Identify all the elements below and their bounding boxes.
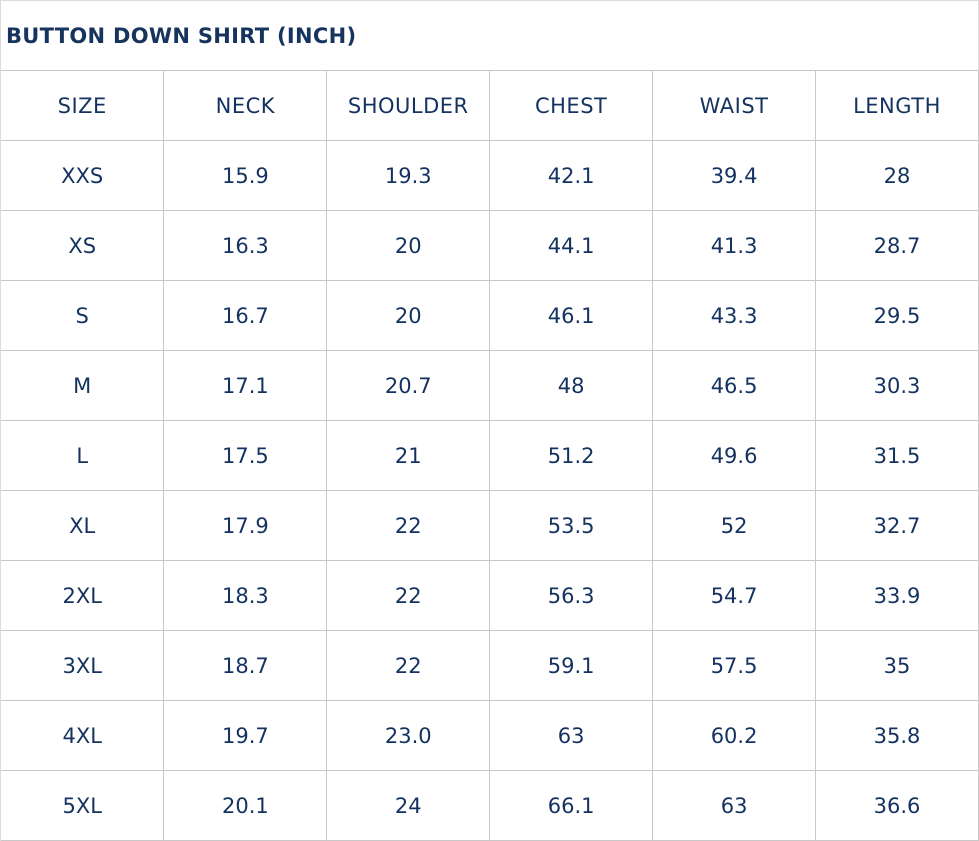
cell-waist: 60.2	[652, 700, 817, 771]
cell-neck: 18.3	[163, 560, 328, 631]
cell-waist: 41.3	[652, 210, 817, 281]
table-row: 5XL 20.1 24 66.1 63 36.6	[1, 770, 979, 841]
cell-size: L	[1, 420, 165, 491]
cell-shoulder: 19.3	[326, 140, 491, 211]
cell-shoulder: 21	[326, 420, 491, 491]
column-header-neck: NECK	[163, 71, 328, 141]
cell-chest: 48	[489, 350, 654, 421]
table-row: 2XL 18.3 22 56.3 54.7 33.9	[1, 560, 979, 631]
cell-length: 28	[815, 140, 979, 211]
cell-size: XXS	[1, 140, 165, 211]
cell-chest: 66.1	[489, 770, 654, 841]
cell-length: 35.8	[815, 700, 979, 771]
column-header-shoulder: SHOULDER	[326, 71, 491, 141]
cell-length: 30.3	[815, 350, 979, 421]
cell-waist: 43.3	[652, 280, 817, 351]
table-row: XS 16.3 20 44.1 41.3 28.7	[1, 210, 979, 281]
cell-size: M	[1, 350, 165, 421]
size-table: SIZE NECK SHOULDER CHEST WAIST LENGTH XXS 15.9…	[1, 71, 979, 841]
cell-neck: 17.9	[163, 490, 328, 561]
cell-neck: 17.5	[163, 420, 328, 491]
cell-neck: 17.1	[163, 350, 328, 421]
cell-waist: 46.5	[652, 350, 817, 421]
cell-waist: 52	[652, 490, 817, 561]
cell-neck: 15.9	[163, 140, 328, 211]
table-row: XL 17.9 22 53.5 52 32.7	[1, 490, 979, 561]
cell-length: 33.9	[815, 560, 979, 631]
cell-chest: 46.1	[489, 280, 654, 351]
table-row: L 17.5 21 51.2 49.6 31.5	[1, 420, 979, 491]
cell-waist: 49.6	[652, 420, 817, 491]
cell-shoulder: 22	[326, 490, 491, 561]
cell-chest: 53.5	[489, 490, 654, 561]
column-header-waist: WAIST	[652, 71, 817, 141]
table-row: XXS 15.9 19.3 42.1 39.4 28	[1, 140, 979, 211]
cell-shoulder: 20	[326, 280, 491, 351]
cell-neck: 18.7	[163, 630, 328, 701]
cell-shoulder: 23.0	[326, 700, 491, 771]
cell-size: 5XL	[1, 770, 165, 841]
cell-neck: 16.7	[163, 280, 328, 351]
cell-waist: 39.4	[652, 140, 817, 211]
cell-chest: 63	[489, 700, 654, 771]
column-header-chest: CHEST	[489, 71, 654, 141]
cell-chest: 56.3	[489, 560, 654, 631]
cell-chest: 51.2	[489, 420, 654, 491]
cell-chest: 42.1	[489, 140, 654, 211]
cell-length: 31.5	[815, 420, 979, 491]
cell-size: 4XL	[1, 700, 165, 771]
cell-length: 32.7	[815, 490, 979, 561]
column-header-size: SIZE	[1, 71, 165, 141]
cell-size: S	[1, 280, 165, 351]
table-row: 4XL 19.7 23.0 63 60.2 35.8	[1, 700, 979, 771]
cell-length: 28.7	[815, 210, 979, 281]
cell-neck: 20.1	[163, 770, 328, 841]
cell-chest: 44.1	[489, 210, 654, 281]
chart-title: BUTTON DOWN SHIRT (INCH)	[1, 1, 979, 71]
cell-shoulder: 20	[326, 210, 491, 281]
table-row: 3XL 18.7 22 59.1 57.5 35	[1, 630, 979, 701]
cell-shoulder: 22	[326, 560, 491, 631]
cell-chest: 59.1	[489, 630, 654, 701]
cell-waist: 63	[652, 770, 817, 841]
cell-length: 35	[815, 630, 979, 701]
cell-shoulder: 24	[326, 770, 491, 841]
cell-shoulder: 20.7	[326, 350, 491, 421]
cell-length: 29.5	[815, 280, 979, 351]
cell-waist: 54.7	[652, 560, 817, 631]
cell-size: 2XL	[1, 560, 165, 631]
cell-size: XL	[1, 490, 165, 561]
table-row: S 16.7 20 46.1 43.3 29.5	[1, 280, 979, 351]
cell-shoulder: 22	[326, 630, 491, 701]
cell-neck: 16.3	[163, 210, 328, 281]
cell-neck: 19.7	[163, 700, 328, 771]
column-header-length: LENGTH	[815, 71, 979, 141]
cell-size: XS	[1, 210, 165, 281]
cell-length: 36.6	[815, 770, 979, 841]
cell-size: 3XL	[1, 630, 165, 701]
cell-waist: 57.5	[652, 630, 817, 701]
header-row: SIZE NECK SHOULDER CHEST WAIST LENGTH	[1, 71, 979, 141]
table-row: M 17.1 20.7 48 46.5 30.3	[1, 350, 979, 421]
